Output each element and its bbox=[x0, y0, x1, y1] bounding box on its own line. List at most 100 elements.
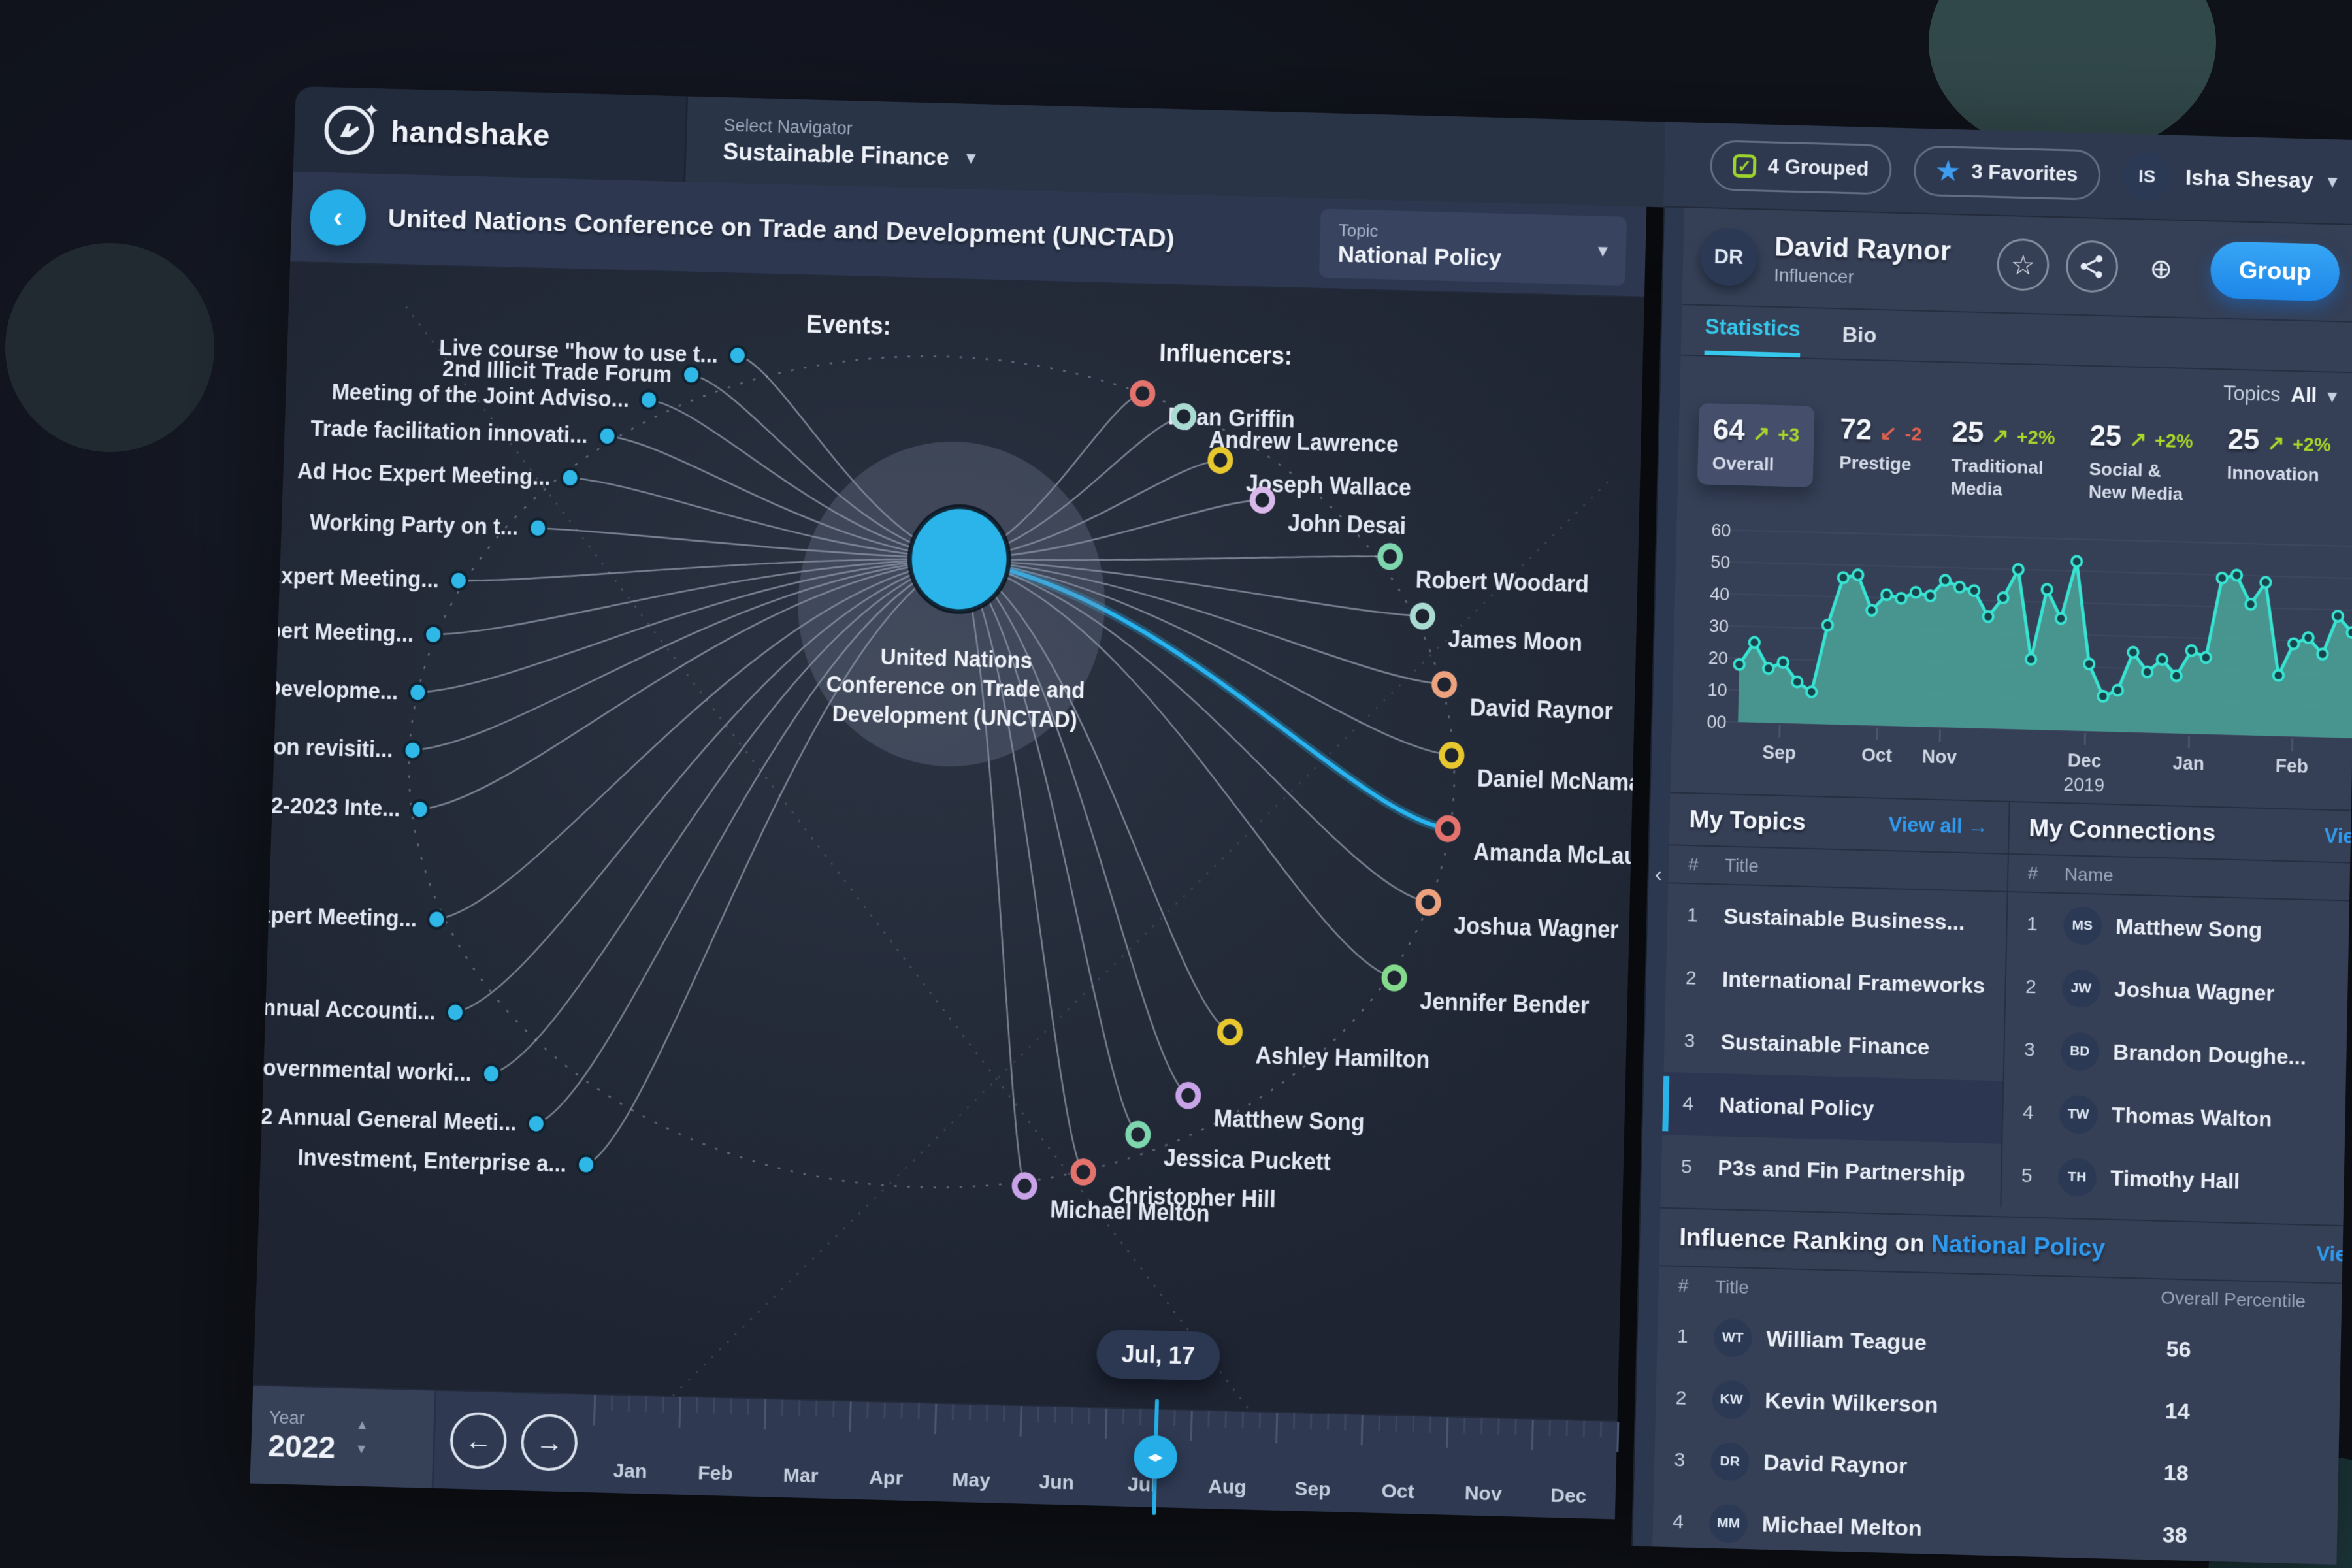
influence-topic-link[interactable]: National Policy bbox=[1931, 1230, 2106, 1262]
influencer-node[interactable] bbox=[1015, 1175, 1035, 1197]
favorites-badge[interactable]: ★ 3 Favorites bbox=[1913, 145, 2102, 201]
table-row-topic[interactable]: 1 Sustainable Business... bbox=[1667, 883, 2006, 955]
event-node[interactable] bbox=[578, 1155, 595, 1173]
influencer-node[interactable] bbox=[1178, 1085, 1198, 1106]
event-node[interactable] bbox=[408, 682, 428, 703]
event-node-label: Multi-year Expert Meeting... bbox=[253, 899, 417, 932]
center-node-label: Development (UNCTAD) bbox=[832, 701, 1077, 733]
stat-card-overall[interactable]: 64 ↗ +3 Overall bbox=[1697, 402, 1815, 487]
stat-card-social-new-media[interactable]: 25 ↗ +2% Social & New Media bbox=[2084, 413, 2202, 512]
event-node[interactable] bbox=[683, 366, 700, 384]
influencer-node[interactable] bbox=[1418, 892, 1439, 913]
x-axis-label: Jan bbox=[2172, 753, 2204, 775]
ruler-tick bbox=[917, 1403, 921, 1420]
share-button[interactable] bbox=[2065, 240, 2119, 293]
tab-bio[interactable]: Bio bbox=[1842, 322, 1877, 348]
stat-card-traditional-media[interactable]: 25 ↗ +2% Traditional Media bbox=[1946, 410, 2064, 509]
year-stepper[interactable]: ▲ ▼ bbox=[355, 1418, 369, 1458]
chart-data-point bbox=[1940, 575, 1950, 585]
event-node-label: Trade facilitation innovati... bbox=[310, 416, 588, 448]
chart-data-point bbox=[1838, 572, 1848, 583]
influencer-node[interactable] bbox=[1210, 449, 1230, 470]
add-to-group-button[interactable]: ⊕ bbox=[2134, 242, 2187, 295]
my-topics-view-all-link[interactable]: View all → bbox=[1888, 813, 1989, 839]
ruler-tick bbox=[1378, 1415, 1380, 1431]
topic-title: P3s and Fin Partnership bbox=[1717, 1155, 1966, 1186]
trend-up-icon: ↗ bbox=[1991, 423, 2010, 448]
year-step-down-icon[interactable]: ▼ bbox=[354, 1442, 368, 1457]
year-step-up-icon[interactable]: ▲ bbox=[355, 1417, 369, 1433]
next-period-button[interactable]: → bbox=[520, 1413, 579, 1472]
event-node[interactable] bbox=[527, 1115, 545, 1133]
table-row-connection[interactable]: 5 TH Timothy Hall bbox=[2001, 1144, 2352, 1217]
table-row-topic[interactable]: 2 International Frameworks bbox=[1665, 946, 2005, 1018]
y-axis-label: 60 bbox=[1711, 519, 1731, 540]
user-menu[interactable]: IS Isha Shesay ▾ bbox=[2122, 152, 2338, 206]
influencer-node[interactable] bbox=[1434, 674, 1454, 695]
influencer-node[interactable] bbox=[1413, 606, 1433, 627]
grouped-badge[interactable]: ✓ 4 Grouped bbox=[1709, 140, 1892, 195]
stat-card-prestige[interactable]: 72 ↙ -2 Prestige bbox=[1835, 406, 1927, 482]
table-row-connection[interactable]: 4 TW Thomas Walton bbox=[2002, 1081, 2352, 1154]
event-node[interactable] bbox=[561, 468, 579, 487]
tab-statistics[interactable]: Statistics bbox=[1704, 314, 1801, 358]
influencer-node[interactable] bbox=[1220, 1021, 1240, 1043]
chart-data-point bbox=[2200, 652, 2211, 662]
table-row-connection[interactable]: 1 MS Matthew Song bbox=[2006, 892, 2352, 966]
influencer-node[interactable] bbox=[1073, 1162, 1094, 1183]
prev-period-button[interactable]: ← bbox=[449, 1411, 508, 1470]
chart-data-point bbox=[1778, 657, 1788, 668]
event-node[interactable] bbox=[402, 740, 423, 761]
ruler-tick bbox=[661, 1396, 664, 1413]
event-node[interactable] bbox=[410, 798, 430, 820]
topic-select[interactable]: Topic National Policy ▾ bbox=[1319, 208, 1627, 286]
influencer-node-label: Joshua Wagner bbox=[1454, 913, 1619, 943]
influence-view-all-link[interactable]: View all → bbox=[2316, 1242, 2352, 1267]
date-slider-handle[interactable]: ◀▶ bbox=[1133, 1399, 1178, 1516]
stat-card-innovation[interactable]: 25 ↗ +2% Innovation bbox=[2223, 417, 2336, 493]
influencer-node[interactable] bbox=[1252, 489, 1273, 510]
group-button[interactable]: Group bbox=[2210, 241, 2340, 302]
trend-down-icon: ↙ bbox=[1879, 421, 1898, 445]
table-row-topic[interactable]: 4 National Policy bbox=[1662, 1071, 2003, 1144]
ruler-tick bbox=[644, 1396, 647, 1413]
x-axis-label: Nov bbox=[1922, 746, 1957, 768]
influencer-node[interactable] bbox=[1439, 742, 1465, 769]
event-node[interactable] bbox=[449, 572, 467, 590]
center-node[interactable] bbox=[908, 506, 1010, 613]
topics-filter-value: All bbox=[2291, 383, 2317, 407]
influencer-node[interactable] bbox=[1173, 406, 1194, 427]
back-button[interactable]: ‹ bbox=[308, 189, 367, 246]
influencer-node[interactable] bbox=[1384, 967, 1405, 988]
event-node[interactable] bbox=[640, 391, 658, 409]
chart-area-fill bbox=[1738, 553, 2352, 739]
table-row-topic[interactable]: 5 P3s and Fin Partnership bbox=[1661, 1135, 2001, 1207]
influencer-node[interactable] bbox=[1128, 1124, 1148, 1145]
table-row-connection[interactable]: 2 JW Joshua Wagner bbox=[2005, 955, 2352, 1028]
event-node[interactable] bbox=[483, 1064, 500, 1083]
date-slider-knob[interactable]: ◀▶ bbox=[1133, 1435, 1178, 1480]
event-node[interactable] bbox=[446, 1003, 464, 1021]
table-row-topic[interactable]: 3 Sustainable Finance bbox=[1663, 1009, 2004, 1081]
network-graph[interactable]: United Nations Conference on Trade and Dev… bbox=[253, 262, 1644, 1421]
event-node[interactable] bbox=[598, 427, 616, 445]
event-node[interactable] bbox=[729, 346, 747, 365]
topics-filter[interactable]: Topics All ▾ bbox=[2223, 382, 2338, 408]
influencer-node[interactable] bbox=[1380, 546, 1400, 567]
influencer-node-label: Andrew Lawrence bbox=[1209, 427, 1399, 458]
influencer-node[interactable] bbox=[1132, 383, 1152, 404]
event-node[interactable] bbox=[423, 625, 444, 645]
ruler-tick bbox=[1412, 1416, 1415, 1433]
favorite-button[interactable]: ☆ bbox=[1996, 238, 2050, 291]
stat-label: Traditional Media bbox=[1950, 455, 2044, 500]
influencer-node[interactable] bbox=[1438, 818, 1458, 840]
table-row-connection[interactable]: 3 BD Brandon Doughe... bbox=[2004, 1018, 2352, 1091]
influencer-node-label: Daniel McNamara bbox=[1477, 766, 1644, 797]
event-node[interactable] bbox=[428, 910, 446, 928]
connection-avatar: TH bbox=[2057, 1158, 2097, 1197]
my-connections-view-all-link[interactable]: View all → bbox=[2324, 824, 2352, 849]
event-node[interactable] bbox=[529, 519, 547, 537]
date-tooltip: Jul, 17 bbox=[1096, 1329, 1220, 1381]
ruler-tick bbox=[1582, 1420, 1586, 1437]
connection-name: Matthew Song bbox=[2115, 914, 2262, 943]
